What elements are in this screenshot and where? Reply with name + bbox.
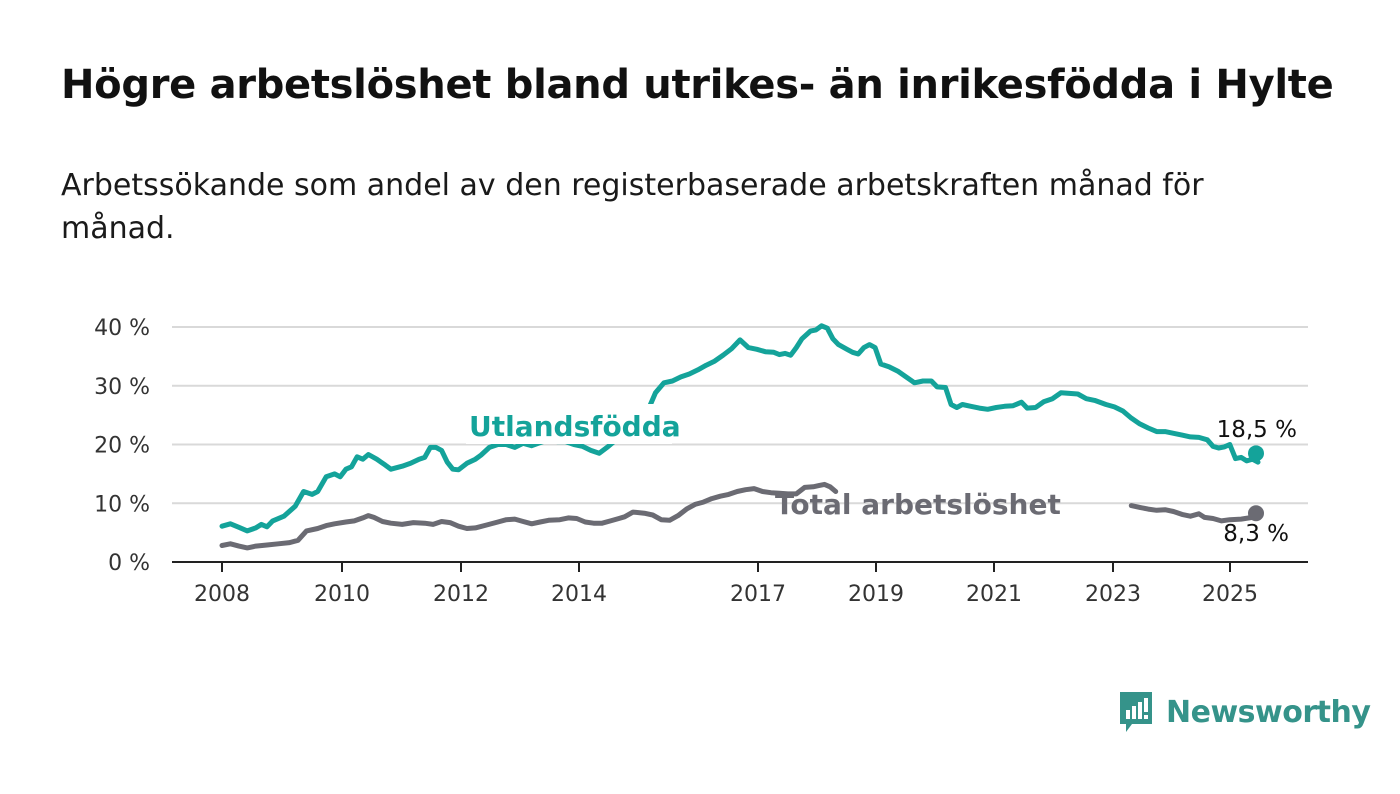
x-tick-label: 2023 [1085, 582, 1141, 607]
newsworthy-logo-icon [1120, 692, 1152, 732]
end-label-total: 8,3 % [1223, 521, 1289, 547]
x-tick-label: 2021 [966, 582, 1022, 607]
end-label-utlandsfodda: 18,5 % [1217, 417, 1297, 443]
y-tick-label: 30 % [94, 375, 150, 400]
series-line-total [219, 481, 839, 551]
endpoint-total [1248, 505, 1264, 522]
chart-title: Högre arbetslöshet bland utrikes- än inr… [61, 62, 1334, 108]
x-tick-label: 2017 [730, 582, 786, 607]
y-tick-label: 20 % [94, 434, 150, 459]
y-tick-label: 0 % [108, 551, 150, 576]
series-line-total [1128, 503, 1261, 524]
series-line-utlandsfodda [219, 323, 1261, 534]
x-tick-label: 2012 [433, 582, 489, 607]
series-label-utlandsfodda: Utlandsfödda [469, 410, 681, 443]
x-tick-label: 2019 [848, 582, 904, 607]
brand-name: Newsworthy [1166, 694, 1371, 730]
label-mask [466, 404, 672, 444]
x-tick-label: 2008 [194, 582, 250, 607]
x-tick-label: 2014 [551, 582, 607, 607]
series-label-total: Total arbetslöshet [775, 488, 1061, 521]
x-tick-label: 2025 [1202, 582, 1258, 607]
y-tick-label: 40 % [94, 316, 150, 341]
endpoint-utlandsfodda [1248, 445, 1264, 462]
chart-subtitle: Arbetssökande som andel av den registerb… [61, 168, 1204, 246]
newsworthy-logo: Newsworthy [1118, 690, 1371, 734]
y-tick-label: 10 % [94, 492, 150, 517]
x-tick-label: 2010 [314, 582, 370, 607]
